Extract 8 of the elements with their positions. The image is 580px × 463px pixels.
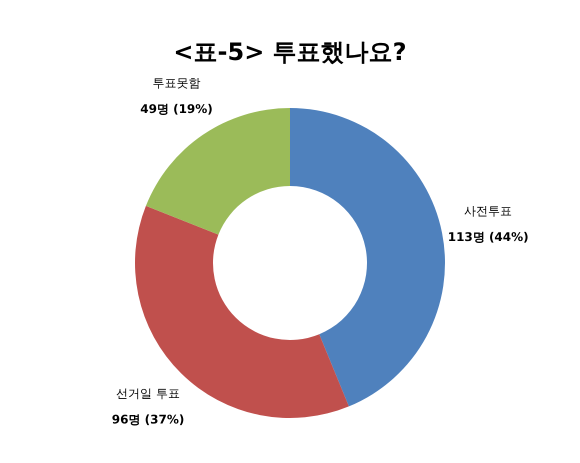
slice-label: 선거일 투표: [116, 386, 180, 401]
data-label: 96명 (37%): [112, 412, 184, 427]
slice-label: 사전투표: [464, 204, 512, 218]
data-label: 113명 (44%): [448, 230, 529, 244]
data-label: 49명 (19%): [140, 102, 213, 116]
chart-title: <표-5> 투표했나요?: [173, 38, 407, 66]
donut-slice: [290, 108, 445, 406]
slice-label: 투표못함: [152, 76, 200, 90]
